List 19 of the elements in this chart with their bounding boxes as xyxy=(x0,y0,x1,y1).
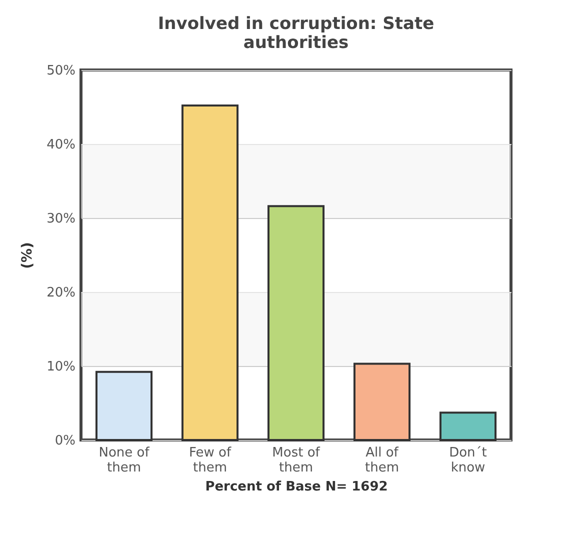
y-tick-label: 10% xyxy=(46,360,76,374)
chart-title: Involved in corruption: State authorities xyxy=(158,14,434,53)
x-axis-title: Percent of Base N= 1692 xyxy=(205,480,388,494)
y-tick-label: 0% xyxy=(54,434,76,448)
y-tick-label: 50% xyxy=(46,64,76,78)
x-tick-label: Don´t know xyxy=(449,446,487,476)
bar xyxy=(353,362,411,441)
y-tick-label: 20% xyxy=(46,286,76,300)
x-tick-label: None of them xyxy=(98,446,150,476)
bar xyxy=(267,205,325,441)
y-axis-title: (%) xyxy=(20,242,36,269)
x-tick-label: Most of them xyxy=(272,446,320,476)
bar xyxy=(439,412,497,441)
x-tick-label: All of them xyxy=(365,446,399,476)
y-tick-label: 30% xyxy=(46,212,76,226)
y-tick-label: 40% xyxy=(46,138,76,152)
x-tick-label: Few of them xyxy=(188,446,232,476)
bar xyxy=(181,104,239,441)
bar xyxy=(95,370,153,441)
